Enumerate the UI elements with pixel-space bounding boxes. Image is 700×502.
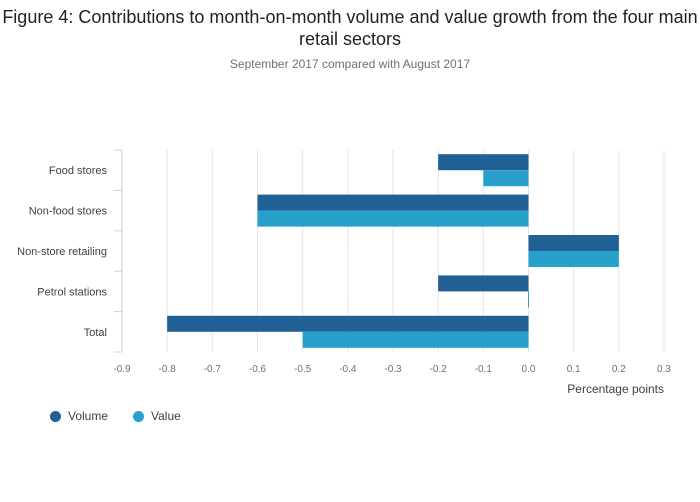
bars: [167, 154, 619, 348]
bar-value-non-store-retailing[interactable]: [528, 251, 619, 267]
legend-label-value: Value: [151, 409, 181, 423]
legend-item-value[interactable]: Value: [133, 409, 181, 423]
chart-subtitle: September 2017 compared with August 2017: [229, 57, 471, 71]
chart-title: Figure 4: Contributions to month-on-mont…: [2, 7, 698, 49]
bar-volume-food-stores[interactable]: [438, 154, 529, 171]
bar-volume-total[interactable]: [167, 315, 529, 332]
x-tick-label: 0.1: [567, 364, 581, 375]
x-tick-label: -0.1: [475, 364, 493, 375]
x-tick-label: -0.8: [159, 364, 177, 375]
x-axis-ticks: -0.9 -0.8 -0.7 -0.6 -0.5 -0.4 -0.3 -0.2 -0.1 0.0 0…: [113, 364, 671, 375]
x-tick-label: -0.3: [384, 364, 402, 375]
bar-volume-non-food-stores[interactable]: [257, 194, 529, 211]
x-tick-label: 0.2: [612, 364, 626, 375]
legend-swatch-value: [133, 410, 144, 422]
bar-volume-petrol-stations[interactable]: [438, 275, 529, 292]
category-label-non-store-retailing: Non-store retailing: [17, 246, 107, 258]
x-tick-label: 0.3: [657, 364, 671, 375]
x-tick-label: -0.4: [339, 364, 357, 375]
category-labels: Food stores Non-food stores Non-store reta…: [17, 165, 107, 339]
bar-value-total[interactable]: [302, 331, 529, 348]
legend-label-volume: Volume: [68, 409, 109, 423]
bar-value-food-stores[interactable]: [483, 170, 529, 187]
bar-value-non-food-stores[interactable]: [257, 210, 529, 227]
x-axis-title: Percentage points: [567, 382, 664, 396]
y-axis: [114, 149, 123, 353]
legend-item-volume[interactable]: Volume: [50, 409, 108, 423]
x-tick-label: -0.5: [294, 364, 312, 375]
legend-swatch-volume: [50, 410, 61, 422]
x-tick-label: -0.6: [249, 364, 267, 375]
category-label-non-food-stores: Non-food stores: [29, 206, 108, 218]
x-tick-label: -0.2: [430, 364, 448, 375]
bar-value-petrol-stations[interactable]: [528, 291, 529, 308]
category-label-petrol-stations: Petrol stations: [37, 286, 107, 298]
category-label-total: Total: [84, 327, 107, 339]
x-tick-label: -0.7: [204, 364, 222, 375]
category-label-food-stores: Food stores: [49, 165, 108, 177]
x-tick-label: -0.9: [113, 364, 131, 375]
bar-volume-non-store-retailing[interactable]: [528, 235, 619, 251]
x-tick-label: 0.0: [522, 364, 536, 375]
